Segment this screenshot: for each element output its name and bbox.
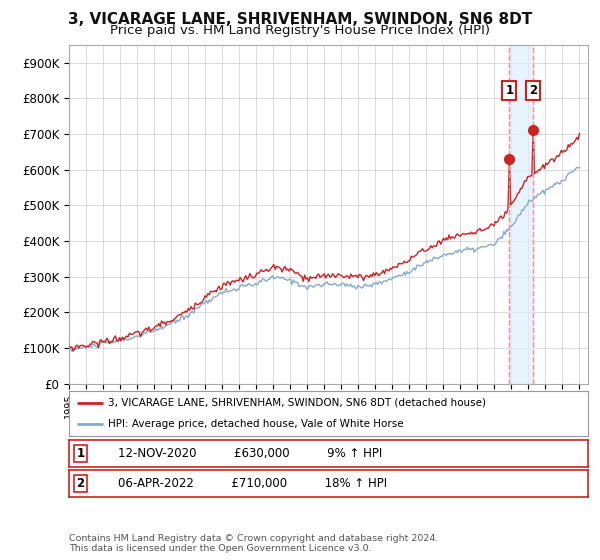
Text: 1: 1	[76, 447, 85, 460]
Text: 2: 2	[529, 84, 537, 97]
Text: Price paid vs. HM Land Registry's House Price Index (HPI): Price paid vs. HM Land Registry's House …	[110, 24, 490, 36]
Text: HPI: Average price, detached house, Vale of White Horse: HPI: Average price, detached house, Vale…	[108, 419, 404, 429]
Text: 12-NOV-2020          £630,000          9% ↑ HPI: 12-NOV-2020 £630,000 9% ↑ HPI	[103, 447, 382, 460]
Text: 06-APR-2022          £710,000          18% ↑ HPI: 06-APR-2022 £710,000 18% ↑ HPI	[103, 477, 387, 491]
Bar	[509, 45, 533, 384]
Text: 3, VICARAGE LANE, SHRIVENHAM, SWINDON, SN6 8DT: 3, VICARAGE LANE, SHRIVENHAM, SWINDON, S…	[68, 12, 532, 27]
Text: 1: 1	[505, 84, 514, 97]
Text: Contains HM Land Registry data © Crown copyright and database right 2024.
This d: Contains HM Land Registry data © Crown c…	[69, 534, 439, 553]
Text: 2: 2	[76, 477, 85, 491]
Text: 3, VICARAGE LANE, SHRIVENHAM, SWINDON, SN6 8DT (detached house): 3, VICARAGE LANE, SHRIVENHAM, SWINDON, S…	[108, 398, 486, 408]
